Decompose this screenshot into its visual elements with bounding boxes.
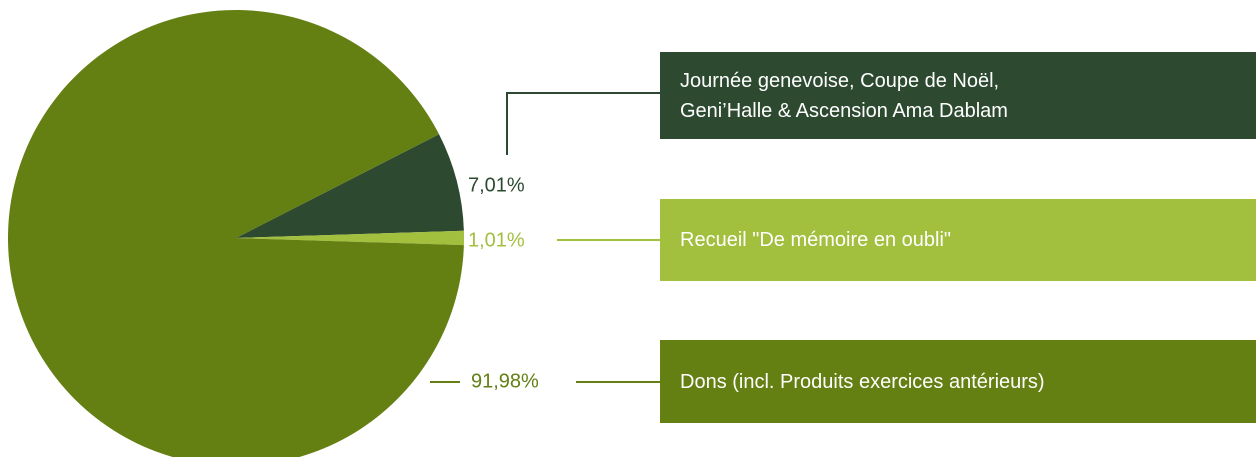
pie-slice: [8, 9, 464, 457]
legend-box: Dons (incl. Produits exercices antérieur…: [660, 340, 1256, 423]
pie-slice: [236, 134, 464, 238]
pie-slice: [236, 230, 464, 246]
legend-label: Recueil "De mémoire en oubli": [680, 229, 951, 251]
value-label: 7,01%: [468, 174, 525, 196]
value-label: 91,98%: [471, 370, 539, 392]
legend-label: Dons (incl. Produits exercices antérieur…: [680, 370, 1045, 393]
legend-box: Recueil "De mémoire en oubli": [660, 199, 1256, 281]
value-label: 1,01%: [468, 229, 525, 251]
legend-box: Journée genevoise, Coupe de Noël, Geni’H…: [660, 52, 1256, 139]
legend-label: Journée genevoise, Coupe de Noël, Geni’H…: [680, 69, 1008, 122]
